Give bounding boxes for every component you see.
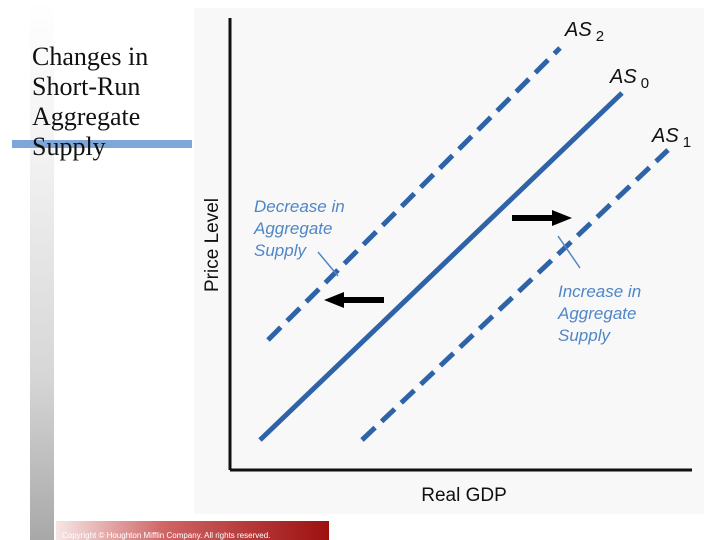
increase-line-1: Increase in [558, 282, 641, 301]
x-axis-label: Real GDP [421, 485, 507, 506]
as0-label: AS 0 [609, 66, 649, 92]
decrease-line-2: Aggregate [253, 219, 332, 238]
increase-leader-line [557, 235, 581, 269]
side-bar-decoration [30, 0, 54, 540]
as2-label: AS 2 [564, 19, 604, 45]
as0-label-subscript: 0 [641, 75, 649, 92]
slide-title: Changes in Short-Run Aggregate Supply [32, 42, 202, 162]
as1-label: AS 1 [651, 125, 691, 151]
as0-label-name: AS [609, 66, 637, 88]
title-underline [12, 140, 192, 148]
copyright-notice: Copyright © Houghton Mifflin Company. Al… [56, 521, 329, 540]
as2-label-subscript: 2 [596, 28, 604, 45]
title-line-2: Short-Run [32, 72, 141, 101]
as2-label-name: AS [564, 19, 592, 41]
y-axis-label: Price Level [202, 198, 223, 292]
increase-line-3: Supply [558, 326, 611, 345]
right-shift-arrow [512, 210, 572, 226]
title-line-4: Supply [32, 132, 106, 161]
decrease-leader-line [317, 251, 339, 277]
title-line-3: Aggregate [32, 102, 141, 131]
as1-label-subscript: 1 [683, 134, 691, 151]
as1-label-name: AS [651, 125, 679, 147]
as1-curve [360, 148, 670, 442]
decrease-line-1: Decrease in [254, 197, 345, 216]
as0-curve [258, 91, 624, 442]
increase-annotation: Increase in Aggregate Supply [557, 282, 646, 345]
decrease-line-3: Supply [254, 241, 307, 260]
left-shift-arrow [324, 292, 384, 308]
as2-curve [266, 46, 562, 342]
title-line-1: Changes in [32, 42, 149, 71]
decrease-annotation: Decrease in Aggregate Supply [253, 197, 349, 260]
increase-line-2: Aggregate [557, 304, 636, 323]
